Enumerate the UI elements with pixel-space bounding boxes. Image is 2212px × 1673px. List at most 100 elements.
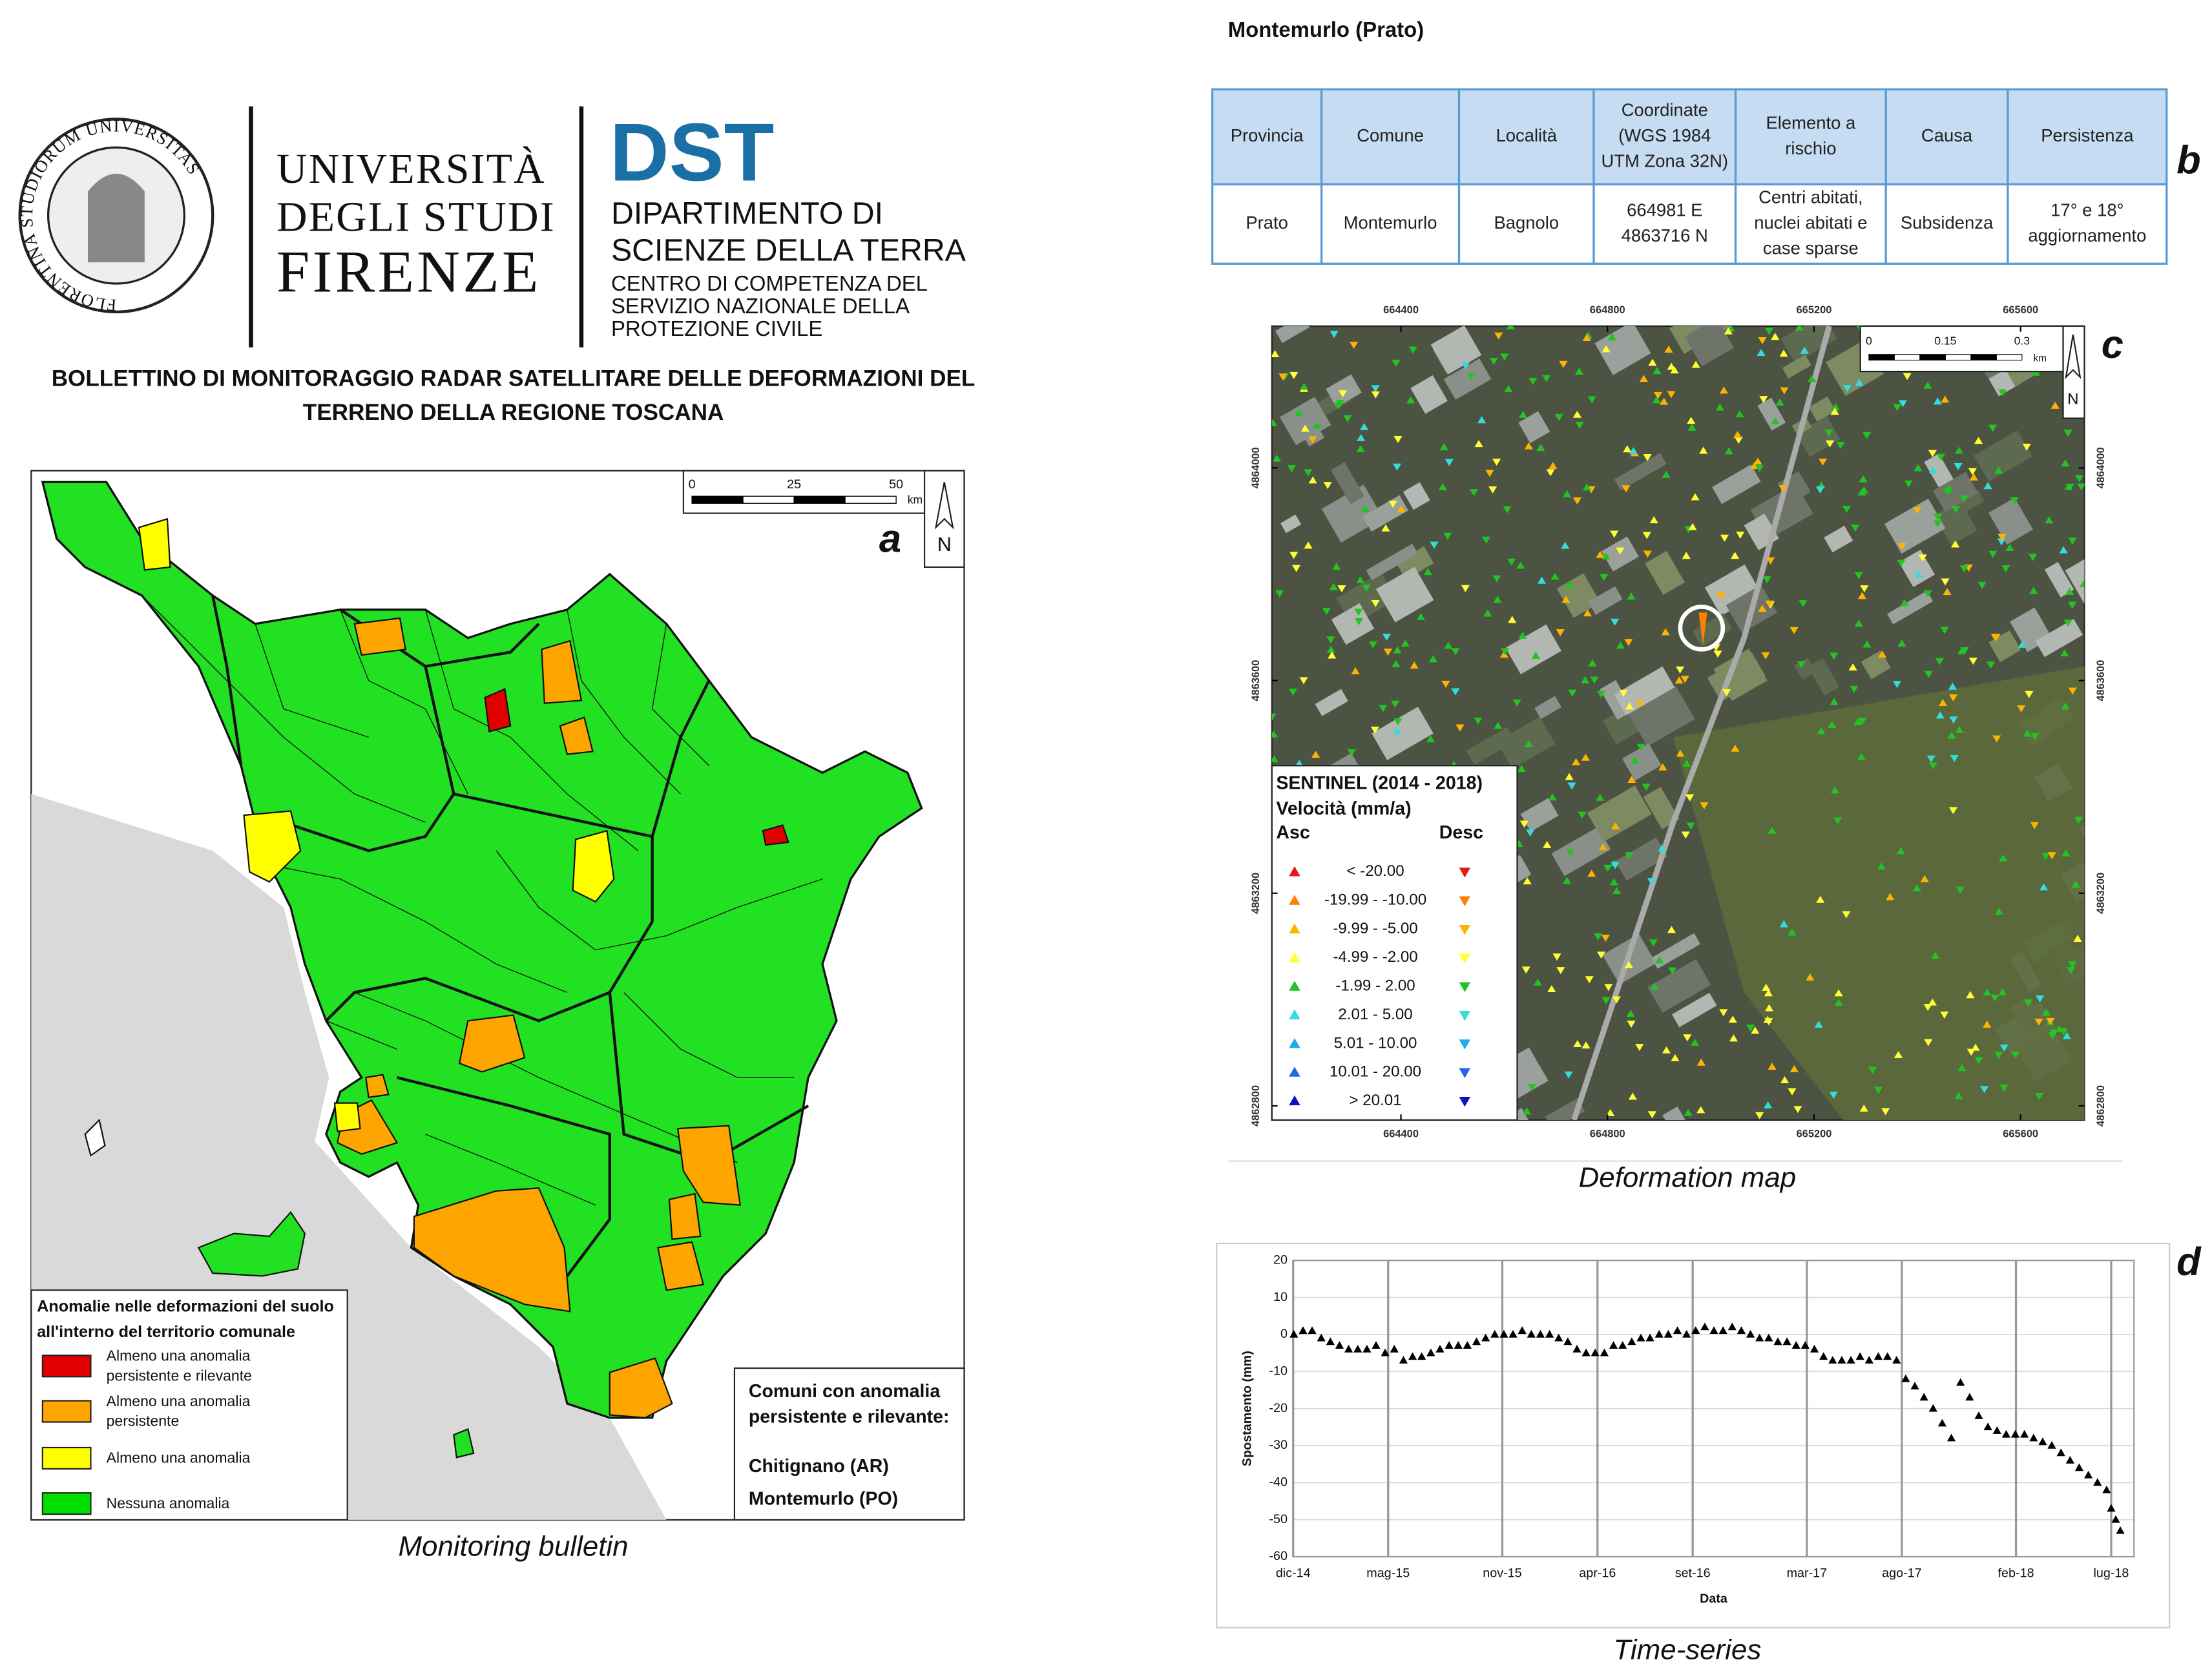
legend-desc-symbol bbox=[1459, 982, 1471, 992]
ps-point bbox=[1830, 652, 1839, 660]
panel-letter: c bbox=[2102, 322, 2123, 367]
ps-point bbox=[1492, 575, 1501, 583]
legend-asc-symbol bbox=[1289, 895, 1300, 905]
ps-point bbox=[1652, 396, 1661, 404]
point bbox=[1737, 1326, 1746, 1335]
ps-point bbox=[1626, 1010, 1635, 1017]
ps-point bbox=[1830, 786, 1839, 794]
ps-point bbox=[1616, 547, 1625, 555]
ps-point bbox=[2071, 880, 2080, 888]
ps-point bbox=[1998, 389, 2007, 397]
ps-point bbox=[1896, 847, 1905, 855]
cell-text: 664981 E bbox=[1627, 200, 1702, 220]
ps-point bbox=[1924, 670, 1933, 678]
ps-point bbox=[1662, 470, 1671, 478]
seal-figure bbox=[88, 173, 145, 263]
point bbox=[1499, 1329, 1508, 1338]
ps-point bbox=[1368, 641, 1377, 649]
ps-point bbox=[1443, 532, 1452, 540]
ps-point bbox=[1759, 396, 1768, 404]
point bbox=[2038, 1437, 2047, 1446]
ps-point bbox=[1603, 864, 1612, 872]
header-cell bbox=[2007, 88, 2168, 186]
point bbox=[1682, 1329, 1691, 1338]
y-coordinate: 4864000 bbox=[1250, 447, 1262, 488]
ps-point bbox=[1923, 590, 1932, 598]
ps-point bbox=[2068, 537, 2077, 545]
ps-point bbox=[1662, 1046, 1671, 1054]
cell bbox=[1211, 183, 1323, 265]
y-tick-label: 10 bbox=[1273, 1290, 1288, 1304]
legend-label: 5.01 - 10.00 bbox=[1334, 1034, 1417, 1052]
building bbox=[1280, 514, 1302, 534]
ps-point bbox=[1596, 793, 1605, 801]
cell bbox=[2007, 183, 2168, 265]
ps-point bbox=[1625, 852, 1634, 860]
ps-point bbox=[1444, 641, 1453, 649]
scale-box bbox=[1859, 325, 2064, 373]
ps-point bbox=[1857, 753, 1866, 760]
ps-point bbox=[2039, 883, 2049, 891]
scale-segment bbox=[1894, 354, 1921, 361]
ps-point bbox=[1461, 585, 1470, 592]
ps-point bbox=[1649, 516, 1658, 524]
ps-point bbox=[1850, 685, 1859, 693]
ps-point bbox=[1933, 397, 1943, 405]
area-yellow bbox=[333, 1102, 361, 1132]
ps-point bbox=[1771, 417, 1780, 424]
ps-point bbox=[2065, 588, 2074, 595]
header-text: Elemento a bbox=[1766, 112, 1855, 132]
ps-point bbox=[1611, 862, 1620, 869]
scale-bar: 0 0.15 0.3km bbox=[1866, 335, 2047, 364]
building bbox=[1647, 959, 1711, 1013]
ps-point bbox=[1351, 667, 1360, 674]
ps-point bbox=[1903, 373, 1912, 380]
point bbox=[1390, 1344, 1399, 1353]
area-red bbox=[762, 824, 789, 846]
ps-point bbox=[1507, 558, 1516, 566]
ps-point bbox=[1686, 822, 1695, 830]
ps-point bbox=[1596, 550, 1605, 558]
ps-point bbox=[1461, 362, 1470, 369]
scale-segment bbox=[1868, 354, 1895, 361]
ps-point bbox=[1998, 988, 2007, 995]
building bbox=[1614, 453, 1667, 491]
point bbox=[1308, 1326, 1317, 1335]
point bbox=[1810, 1344, 1819, 1353]
legend-title: SENTINEL (2014 - 2018) bbox=[1276, 773, 1483, 793]
ps-point bbox=[1627, 592, 1636, 600]
ps-point bbox=[1943, 588, 1952, 596]
ps-point bbox=[1361, 504, 1370, 512]
ps-point bbox=[1848, 663, 1857, 671]
ps-point bbox=[1649, 939, 1658, 947]
ps-point bbox=[1851, 525, 1860, 532]
ps-point bbox=[1564, 1071, 1573, 1079]
ps-point bbox=[1691, 493, 1700, 501]
building bbox=[2044, 561, 2074, 598]
building bbox=[2035, 619, 2083, 658]
building bbox=[1672, 992, 1717, 1028]
point bbox=[1326, 1337, 1335, 1346]
ps-point bbox=[1951, 506, 1960, 514]
ps-point bbox=[1764, 1018, 1773, 1026]
ps-point bbox=[1494, 722, 1503, 729]
ps-point bbox=[1653, 367, 1662, 375]
point bbox=[1946, 1433, 1956, 1442]
point bbox=[1928, 1404, 1937, 1412]
ps-point bbox=[1565, 773, 1574, 780]
point bbox=[1317, 1333, 1326, 1342]
ps-point bbox=[1913, 506, 1922, 514]
ps-point bbox=[1330, 331, 1339, 338]
ps-point bbox=[1642, 784, 1651, 791]
point bbox=[1426, 1348, 1435, 1356]
ps-point bbox=[1859, 1104, 1868, 1112]
ps-point bbox=[1761, 652, 1770, 660]
area-yellow bbox=[572, 829, 615, 903]
point bbox=[1490, 1329, 1499, 1338]
ps-point bbox=[1582, 334, 1591, 342]
ps-point bbox=[1857, 592, 1867, 599]
ps-point bbox=[1940, 1012, 1949, 1019]
ps-point bbox=[1362, 585, 1371, 592]
ps-point bbox=[1606, 1108, 1615, 1116]
ps-point bbox=[1546, 469, 1555, 477]
